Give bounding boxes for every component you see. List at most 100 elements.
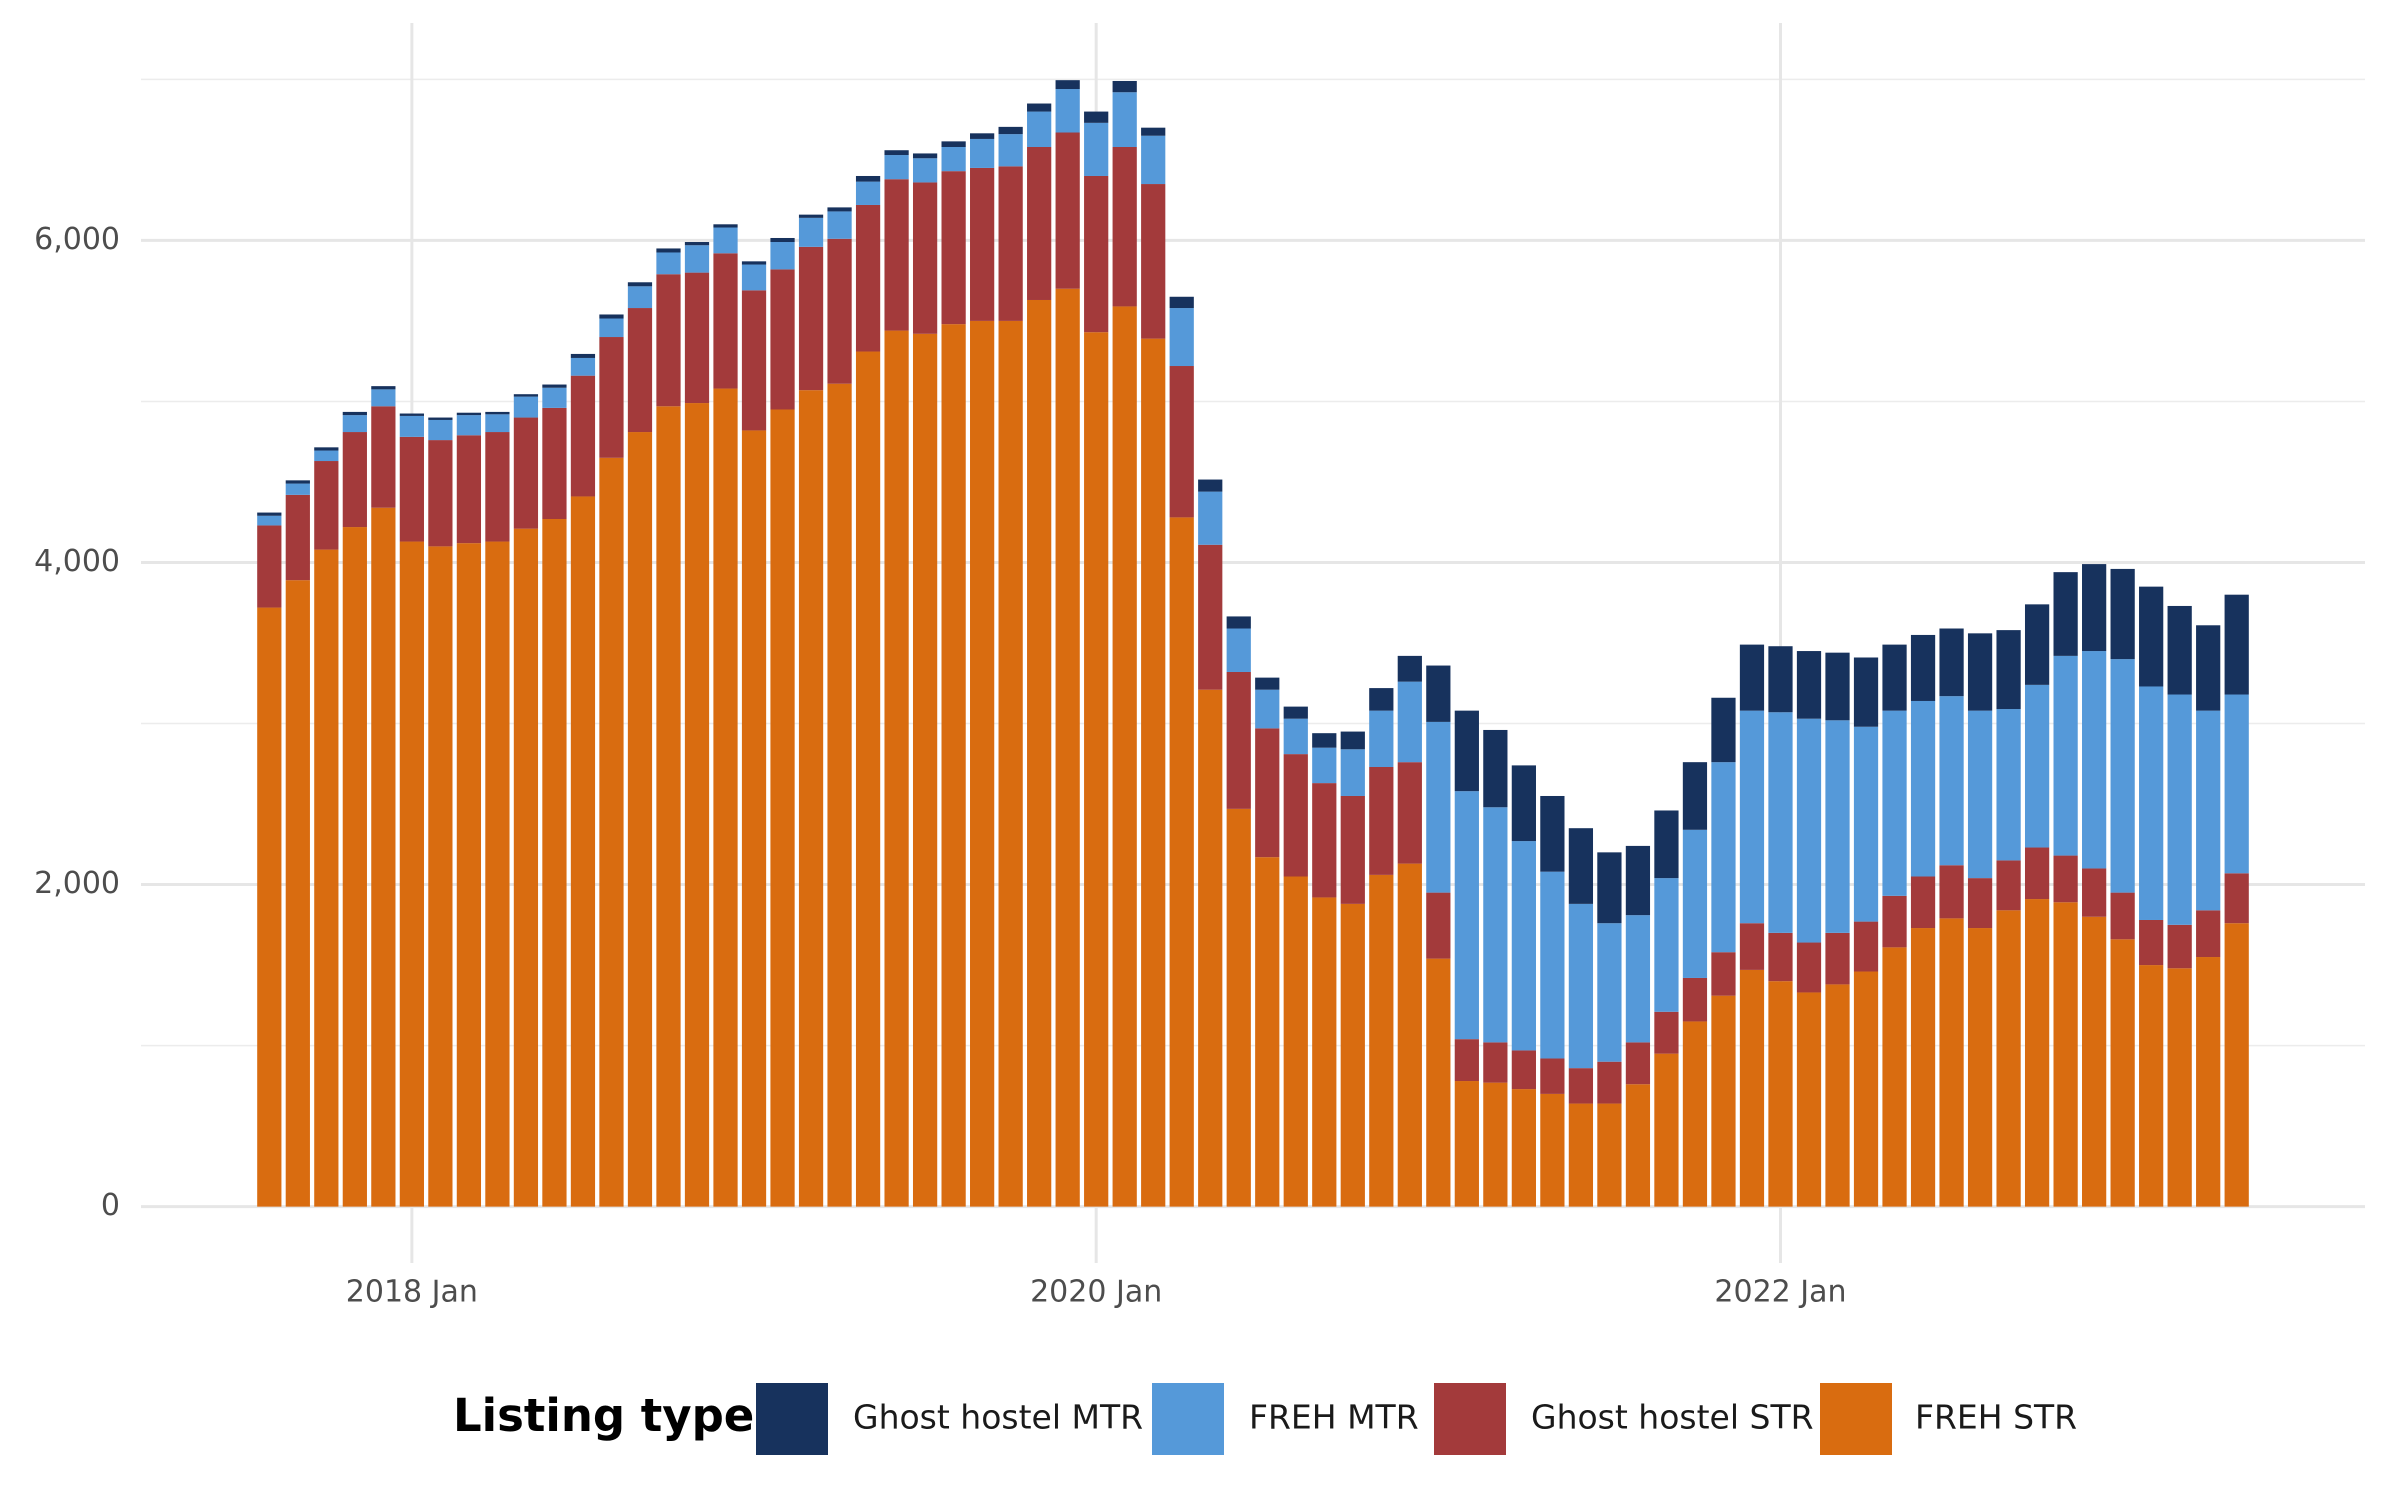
bar-segment <box>1768 646 1793 713</box>
bar-segment <box>656 274 681 407</box>
bar-segment <box>1568 1068 1594 1104</box>
y-tick-label: 4,000 <box>34 544 120 579</box>
bar-segment <box>1654 1053 1679 1207</box>
bar-segment <box>599 457 624 1207</box>
bar-segment <box>2024 847 2050 900</box>
bar-segment <box>998 166 1023 321</box>
bar-segment <box>1255 677 1280 690</box>
bar-segment <box>1654 878 1679 1012</box>
bar-segment <box>1825 932 1850 985</box>
bar-segment <box>599 337 624 458</box>
legend-key <box>1434 1383 1506 1455</box>
bar-segment <box>627 308 653 433</box>
bar-segment <box>741 264 767 291</box>
bar-segment <box>1853 971 1879 1207</box>
bar-segment <box>285 580 310 1207</box>
bar-segment <box>884 179 909 331</box>
bar-segment <box>2224 694 2249 874</box>
bar-segment <box>941 171 966 325</box>
bar-segment <box>485 414 510 433</box>
bar-segment <box>371 507 396 1207</box>
bar-segment <box>513 528 539 1207</box>
bar-segment <box>1426 721 1451 893</box>
bar-segment <box>2024 899 2050 1207</box>
bar-segment <box>2082 651 2107 869</box>
bar-segment <box>741 290 767 431</box>
bar-segment <box>855 204 881 352</box>
bar-segment <box>456 435 482 544</box>
bar-segment <box>1996 860 2021 911</box>
bar-segment <box>399 436 424 542</box>
bar-segment <box>1426 892 1451 959</box>
bar-segment <box>1027 111 1052 147</box>
bar-segment <box>741 261 767 265</box>
bar-segment <box>1682 829 1708 978</box>
bar-segment <box>285 480 310 484</box>
bar-segment <box>2196 910 2221 958</box>
bar-segment <box>1283 718 1308 755</box>
bar-segment <box>1910 634 1936 701</box>
bar-segment <box>1198 479 1223 492</box>
bar-segment <box>542 384 567 388</box>
bar-segment <box>485 432 510 542</box>
x-tick-label: 2022 Jan <box>1714 1275 1846 1310</box>
bar-segment <box>1568 903 1594 1069</box>
bar-segment <box>2053 572 2078 656</box>
bar-segment <box>1084 175 1109 333</box>
bar-segment <box>1568 828 1594 904</box>
legend-label: Ghost hostel STR <box>1531 1398 1814 1437</box>
bar-segment <box>456 415 482 436</box>
bar-segment <box>770 269 795 410</box>
bar-segment <box>1711 697 1736 763</box>
bar-segment <box>1198 689 1223 1207</box>
bar-segment <box>1397 863 1422 1207</box>
bar-segment <box>1882 895 1907 948</box>
bar-segment <box>1027 299 1052 1207</box>
bar-segment <box>855 175 881 182</box>
bar-segment <box>1996 709 2021 861</box>
bar-segment <box>428 417 453 420</box>
bar-segment <box>285 494 310 581</box>
bar-segment <box>342 411 367 416</box>
bar-segment <box>656 252 681 275</box>
bar-segment <box>1112 147 1137 307</box>
bar-segment <box>314 461 339 550</box>
bar-segment <box>1739 969 1765 1207</box>
bar-segment <box>2139 686 2164 920</box>
bar-segment <box>684 245 710 273</box>
bar-segment <box>1625 845 1651 916</box>
bar-segment <box>1967 878 1993 929</box>
bar-segment <box>827 238 852 384</box>
bar-segment <box>1027 147 1052 300</box>
legend-label: Ghost hostel MTR <box>853 1398 1143 1437</box>
bar-segment <box>1169 296 1194 309</box>
bar-segment <box>2167 924 2192 969</box>
bar-segment <box>2024 684 2050 848</box>
bar-segment <box>1340 731 1365 750</box>
bar-segment <box>1796 651 1822 719</box>
bar-segment <box>371 406 396 508</box>
bar-segment <box>798 390 824 1207</box>
bar-segment <box>713 253 738 389</box>
bar-segment <box>1967 633 1993 711</box>
bar-segment <box>485 411 510 415</box>
bar-segment <box>1312 747 1337 784</box>
bar-segment <box>1882 644 1907 711</box>
bar-segment <box>542 387 567 408</box>
bar-segment <box>1141 135 1166 185</box>
bar-segment <box>1483 807 1508 1043</box>
bar-segment <box>1369 688 1394 711</box>
bar-segment <box>1226 671 1251 809</box>
bar-segment <box>570 353 596 358</box>
bar-segment <box>770 242 795 270</box>
bar-segment <box>1967 928 1993 1207</box>
bar-segment <box>2196 710 2221 911</box>
bar-segment <box>1511 1089 1536 1207</box>
bar-segment <box>798 214 824 218</box>
bar-segment <box>798 217 824 247</box>
bar-segment <box>1825 984 1850 1207</box>
bar-segment <box>1682 762 1708 830</box>
bar-segment <box>1939 628 1964 697</box>
bar-segment <box>627 432 653 1207</box>
legend-title: Listing type <box>453 1389 754 1442</box>
